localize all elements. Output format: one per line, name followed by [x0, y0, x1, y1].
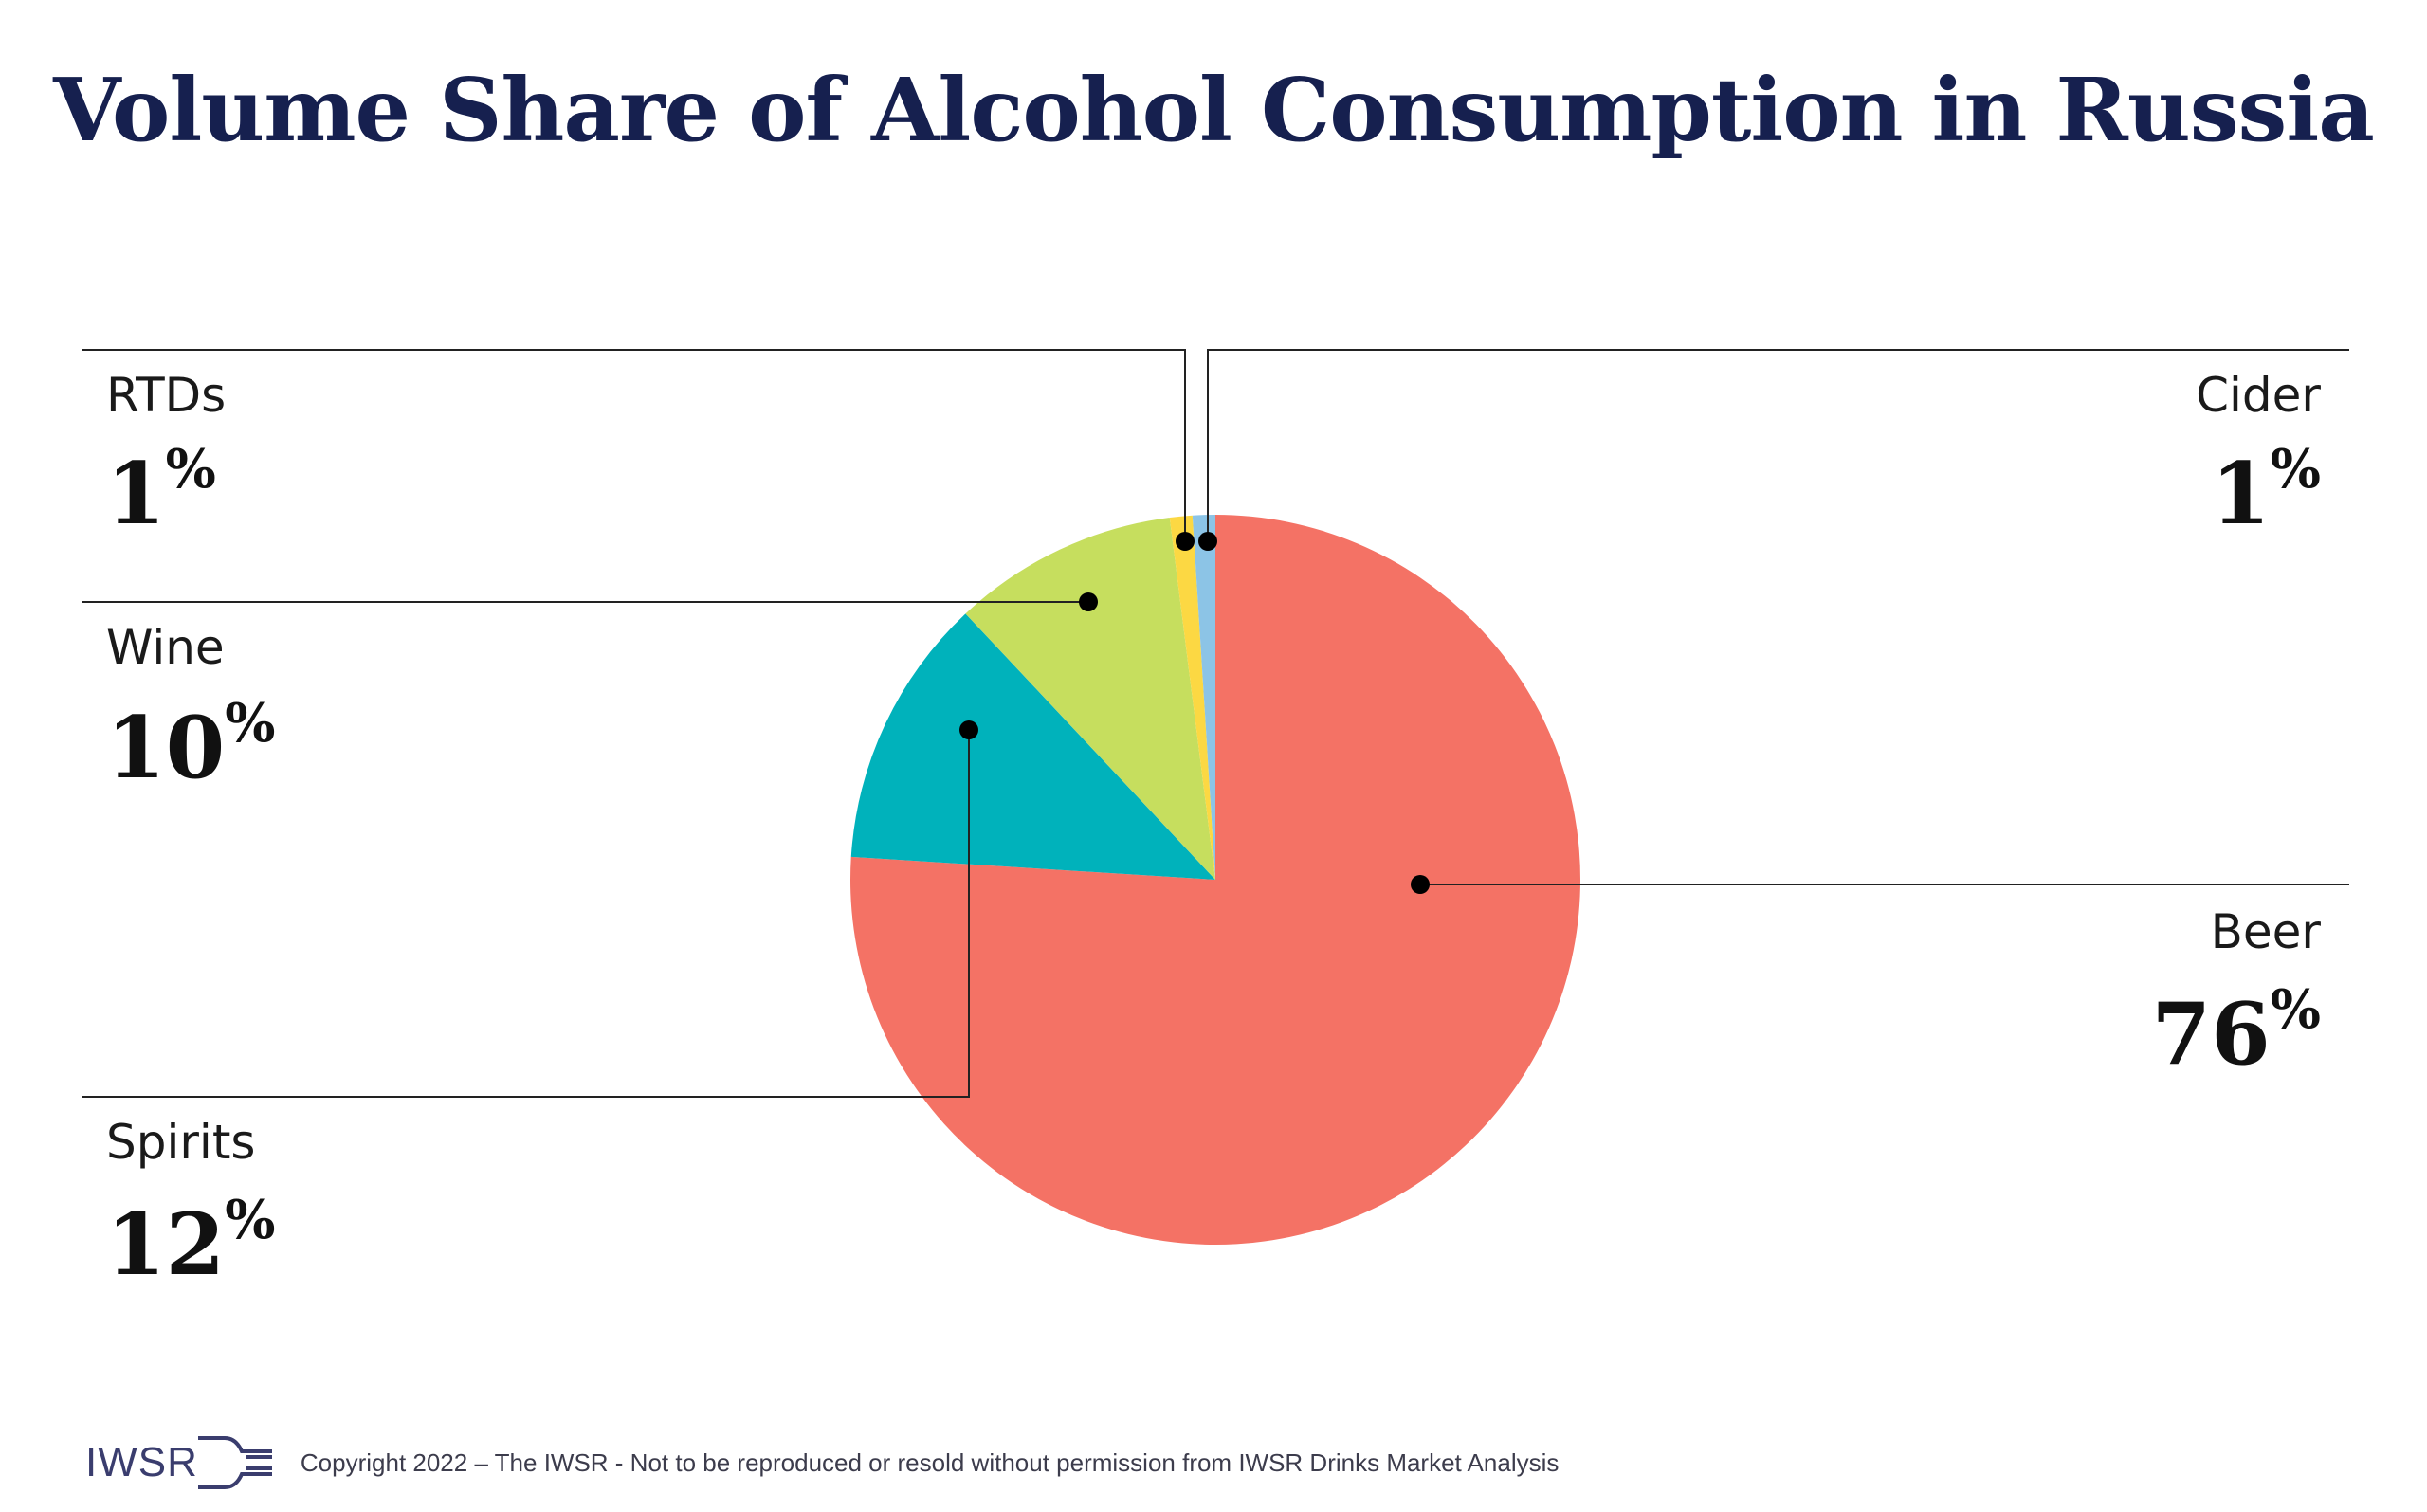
leader-line-spirits	[82, 730, 970, 1098]
chart-title: Volume Share of Alcohol Consumption in R…	[53, 59, 2375, 161]
bottle-icon	[197, 1436, 272, 1489]
pie-slice-wine	[965, 518, 1215, 880]
slice-value-wine: 10%	[106, 692, 275, 798]
slice-label-rtds: RTDs	[106, 368, 226, 423]
leader-line-rtds	[82, 349, 1186, 541]
leader-dot-spirits	[959, 720, 978, 739]
slice-label-beer: Beer	[2211, 904, 2322, 959]
leader-line-cider	[1207, 349, 2349, 541]
iwsr-logo: IWSR	[85, 1434, 272, 1491]
pie-slice-cider	[1192, 515, 1215, 880]
leader-dot-cider	[1198, 532, 1217, 551]
leader-dot-wine	[1079, 592, 1098, 611]
logo-text: IWSR	[85, 1439, 198, 1485]
slice-label-spirits: Spirits	[106, 1115, 255, 1170]
slice-label-wine: Wine	[106, 620, 225, 675]
slice-value-cider: 1%	[2211, 438, 2321, 544]
pie-slice-rtds	[1169, 515, 1215, 880]
slice-value-beer: 76%	[2152, 978, 2321, 1084]
slice-value-rtds: 1%	[106, 438, 216, 544]
footer: IWSR Copyright 2022 – The IWSR - Not to …	[85, 1430, 1559, 1496]
copyright-text: Copyright 2022 – The IWSR - Not to be re…	[300, 1448, 1560, 1477]
leader-dot-rtds	[1176, 532, 1195, 551]
slice-label-cider: Cider	[2196, 368, 2321, 423]
pie-slice-spirits	[850, 613, 1215, 880]
leader-dot-beer	[1411, 875, 1430, 894]
pie-slice-beer	[850, 515, 1581, 1245]
slice-value-spirits: 12%	[106, 1189, 275, 1295]
